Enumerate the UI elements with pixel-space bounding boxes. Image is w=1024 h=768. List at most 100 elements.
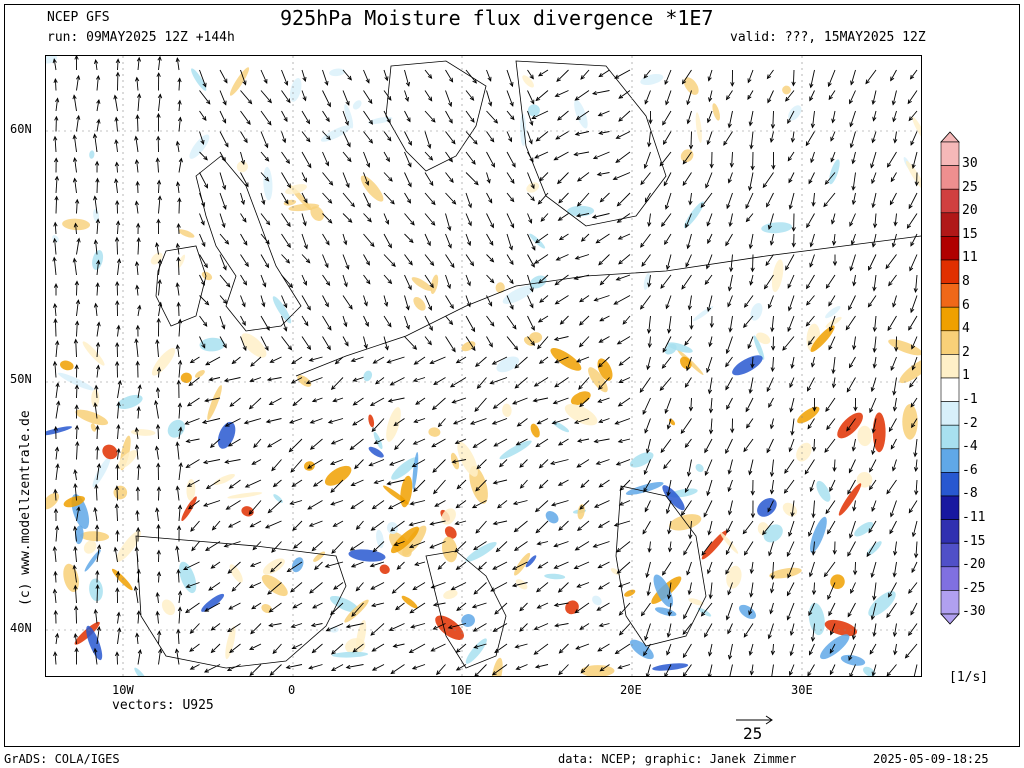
wind-vector [76,506,81,522]
wind-vector [747,69,754,84]
wind-vector [292,520,303,532]
wind-vector [706,213,713,227]
wind-vector [811,438,817,452]
wind-vector [615,151,631,164]
wind-vector [729,151,734,168]
wind-vector [645,561,651,579]
wind-vector [363,336,368,350]
wind-vector [240,90,253,105]
wind-vector [185,459,200,469]
wind-vector [750,151,755,171]
wind-vector [665,500,672,515]
wind-vector [644,418,651,434]
wind-vector [892,561,897,578]
wind-vector [342,131,351,148]
coastline [155,245,207,327]
wind-vector [575,110,590,121]
wind-vector [240,315,246,327]
wind-vector [272,643,282,655]
wind-vector [264,520,282,529]
wind-vector [513,541,528,551]
wind-vector [201,418,221,424]
wind-vector [93,195,98,214]
wind-vector [555,131,569,140]
wind-vector [177,197,182,214]
wind-vector [662,561,672,576]
wind-vector [301,90,307,102]
wind-vector [95,584,100,604]
wind-vector [301,213,307,227]
wind-vector [869,459,877,473]
wind-vector [187,500,200,510]
wind-vector [662,110,672,126]
lon-label-10e: 10E [450,683,472,697]
wind-vector [115,463,120,481]
wind-vector [812,397,817,412]
wind-vector [910,295,918,314]
footer-timestamp: 2025-05-09-18:25 [873,752,989,766]
wind-vector [527,172,535,190]
wind-vector [805,315,815,327]
colorbar-cell [940,448,960,473]
wind-vector [908,500,918,514]
wind-vector [913,438,918,458]
wind-vector [767,623,774,640]
wind-vector [135,180,140,194]
wind-vector [240,213,247,223]
wind-vector [473,582,487,595]
wind-vector [289,500,303,506]
wind-vector [829,643,836,654]
wind-vector [389,459,405,466]
wind-vector [177,318,183,337]
wind-vector [870,377,877,393]
wind-vector [349,541,364,551]
wind-vector [550,500,569,507]
wind-vector [618,582,631,588]
wind-vector [219,274,231,288]
wind-vector [748,643,754,657]
wind-vector [647,541,652,553]
wind-vector [72,156,78,173]
wind-vector [383,315,392,328]
wind-vector [272,479,282,488]
wind-vector [52,302,58,317]
wind-vector [53,570,58,583]
wind-vector [114,138,119,153]
wind-vector [514,643,528,649]
wind-vector [227,623,241,633]
wind-vector [618,110,631,122]
wind-vector [158,301,163,317]
wind-vector [409,602,426,614]
wind-vector [74,647,79,665]
wind-vector [680,418,692,435]
wind-vector [911,356,918,371]
wind-vector [271,541,282,553]
wind-vector [766,438,774,454]
wind-vector [811,192,816,207]
wind-vector [445,233,452,249]
wind-vector [824,172,836,185]
wind-vector [116,401,121,419]
wind-vector [908,315,918,331]
wind-vector [72,134,77,153]
wind-vector [219,315,226,330]
wind-vector [174,648,180,665]
wind-vector [829,623,836,636]
wind-vector [93,401,98,419]
wind-vector [445,213,452,232]
wind-vector [116,324,121,337]
wind-vector [471,602,487,609]
wind-vector [248,582,262,589]
wind-vector [810,110,815,129]
wind-vector [268,397,282,405]
wind-vector [389,377,405,386]
wind-vector [618,377,631,383]
wind-vector [597,397,610,403]
wind-vector [456,602,467,612]
wind-vector [914,479,919,496]
wind-vector [363,254,370,266]
wind-vector [847,479,856,495]
wind-vector [73,525,78,542]
wind-vector [322,254,329,269]
wind-vector [199,110,207,122]
